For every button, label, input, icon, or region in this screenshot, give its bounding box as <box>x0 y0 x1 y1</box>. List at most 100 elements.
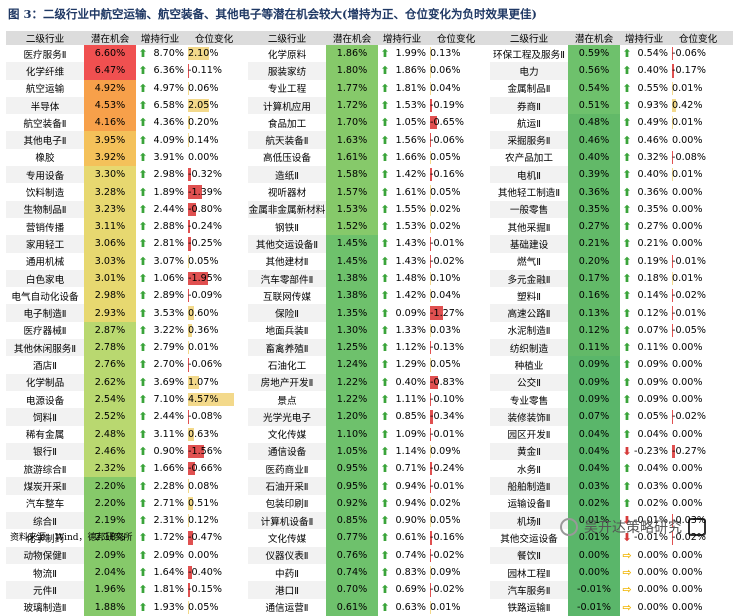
increase-value: 1.11% <box>395 394 426 406</box>
table-header: 二级行业 潜在机会 增持行业 仓位变化 二级行业 潜在机会 增持行业 仓位变化 二级行业 潜在机会… <box>6 31 733 45</box>
position-change-value: 0.01% <box>672 169 703 181</box>
position-change: 0.02% <box>428 201 482 218</box>
position-change-value: -0.83% <box>430 376 464 388</box>
position-change-value: -0.34% <box>430 411 464 423</box>
industry-name: 稀有金属 <box>6 425 84 443</box>
industry-name: 农产品加工 <box>490 148 568 167</box>
potential-value: 0.61% <box>326 598 378 616</box>
arrow-up-icon: ⬆ <box>380 496 390 510</box>
increase-value: 0.11% <box>637 342 668 354</box>
header-industry: 二级行业 <box>509 34 549 45</box>
industry-name: 电机Ⅱ <box>490 166 568 184</box>
position-change-value: -0.01% <box>430 238 464 250</box>
position-bar <box>188 219 191 234</box>
increase-value: 1.81% <box>153 584 184 596</box>
header-industry: 二级行业 <box>267 34 307 45</box>
industry-name: 综合Ⅱ <box>6 512 84 530</box>
arrow-up-icon: ⬆ <box>622 133 632 147</box>
industry-name: 航运Ⅱ <box>490 114 568 132</box>
arrow-up-icon: ⬆ <box>380 133 390 147</box>
increase-value: 1.06% <box>153 273 184 284</box>
increase-value: 0.09% <box>395 307 426 319</box>
increase-value: 1.48% <box>395 273 426 284</box>
position-bar <box>188 202 197 216</box>
position-change-value: 0.00% <box>672 567 703 579</box>
position-change: 0.00% <box>670 477 724 494</box>
header-increase: 增持行业 <box>624 34 664 45</box>
industry-name: 计算机应用 <box>248 96 326 115</box>
potential-value: 0.92% <box>326 494 378 513</box>
industry-name: 橡胶 <box>6 148 84 167</box>
position-bar <box>188 98 209 113</box>
position-change-value: -0.19% <box>430 100 464 112</box>
potential-value: 0.95% <box>326 460 378 478</box>
increase-value: 0.63% <box>395 601 426 613</box>
industry-name: 航空运输 <box>6 79 84 97</box>
header-increase: 增持行业 <box>382 34 422 45</box>
position-change: 0.05% <box>186 599 240 616</box>
position-change-value: -1.27% <box>430 307 464 319</box>
position-change-value: -0.09% <box>188 290 222 302</box>
increase-value: 1.14% <box>395 445 426 457</box>
potential-value: 1.86% <box>326 45 378 63</box>
position-change: -0.83% <box>428 374 482 391</box>
potential-value: 4.92% <box>84 79 136 97</box>
potential-value: 0.20% <box>568 252 620 270</box>
position-change: -0.01% <box>670 253 724 270</box>
industry-name: 畜禽养殖Ⅱ <box>248 339 326 357</box>
industry-name: 其他交运设备 <box>490 529 568 547</box>
position-bar <box>188 410 189 424</box>
industry-name: 物流Ⅱ <box>6 563 84 582</box>
position-change: -0.40% <box>186 564 240 581</box>
position-bar <box>672 168 673 182</box>
potential-value: 0.21% <box>568 235 620 253</box>
industry-name: 银行Ⅱ <box>6 442 84 461</box>
potential-value: 2.62% <box>84 373 136 391</box>
arrow-up-icon: ⬆ <box>138 514 148 528</box>
position-change-value: -0.24% <box>430 463 464 475</box>
potential-value: 4.16% <box>84 114 136 132</box>
potential-value: 1.30% <box>326 321 378 340</box>
position-change: -0.06% <box>428 131 482 148</box>
potential-value: 0.00% <box>568 546 620 564</box>
position-bar <box>188 392 234 407</box>
position-bar <box>430 168 432 182</box>
arrow-up-icon: ⬆ <box>138 237 148 251</box>
position-change-value: 0.00% <box>672 549 703 561</box>
potential-value: 1.25% <box>326 339 378 357</box>
industry-name: 运输设备Ⅱ <box>490 494 568 513</box>
position-change-value: 0.00% <box>672 601 703 613</box>
industry-name: 中药Ⅱ <box>248 563 326 582</box>
watermark-text: 吴开达策略研究 <box>584 520 682 536</box>
position-change-value: -0.13% <box>430 342 464 354</box>
position-change: 0.04% <box>428 287 482 304</box>
industry-name: 黄金Ⅱ <box>490 442 568 461</box>
position-bar <box>430 306 443 320</box>
position-bar <box>672 81 673 95</box>
potential-value: 0.74% <box>326 563 378 582</box>
potential-value: 2.09% <box>84 546 136 564</box>
industry-name: 化学原料 <box>248 45 326 63</box>
position-bar <box>188 168 192 182</box>
position-bar <box>430 341 432 355</box>
industry-name: 石油化工 <box>248 356 326 374</box>
position-bar <box>188 237 191 251</box>
arrow-up-icon: ⬆ <box>622 306 632 320</box>
arrow-up-icon: ⬆ <box>138 202 148 216</box>
position-change-value: -0.32% <box>188 169 222 181</box>
increase-value: 0.27% <box>637 221 668 233</box>
potential-value: 1.61% <box>326 148 378 167</box>
position-change: 0.36% <box>186 322 240 339</box>
potential-value: 1.10% <box>326 425 378 443</box>
position-change: -0.47% <box>186 529 240 546</box>
arrow-up-icon: ⬆ <box>622 64 632 78</box>
increase-value: 0.21% <box>637 238 668 250</box>
position-change: -1.27% <box>428 304 482 321</box>
position-change-value: -0.02% <box>672 290 706 302</box>
industry-name: 金属非金属新材料 <box>248 200 326 218</box>
position-change: -0.24% <box>186 218 240 235</box>
increase-value: 1.64% <box>153 567 184 579</box>
industry-name: 房地产开发Ⅱ <box>248 373 326 391</box>
increase-value: 1.42% <box>395 169 426 181</box>
arrow-up-icon: ⬆ <box>138 168 148 182</box>
